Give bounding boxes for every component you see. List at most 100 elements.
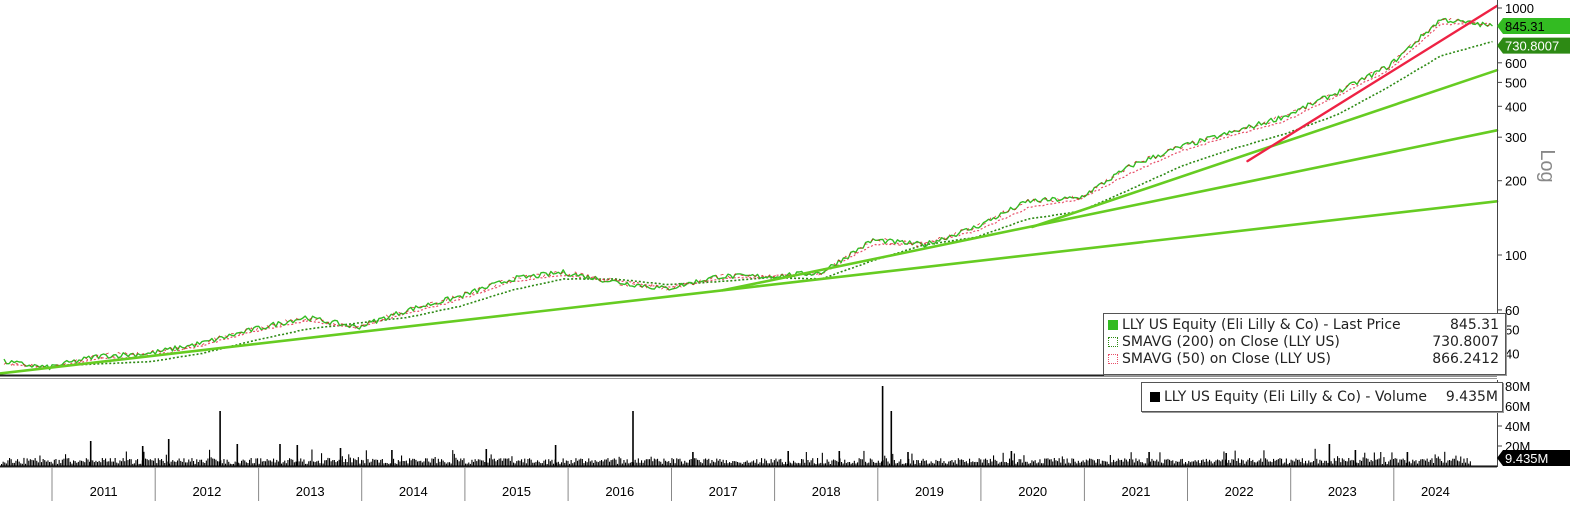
volume-bar <box>641 460 643 466</box>
volume-bar <box>785 461 787 466</box>
volume-bar <box>706 459 708 466</box>
volume-bar <box>1340 462 1342 466</box>
volume-bar <box>751 461 753 466</box>
volume-bar <box>397 460 399 466</box>
dotted-pink-square-icon <box>1108 353 1118 364</box>
volume-bar <box>458 461 460 466</box>
x-tick-label: 2011 <box>90 484 118 499</box>
volume-bar <box>585 461 587 466</box>
volume-bar <box>871 459 873 466</box>
volume-bar <box>353 458 355 466</box>
volume-bar <box>52 463 54 466</box>
volume-bar <box>932 462 934 466</box>
volume-bar <box>1314 448 1316 466</box>
volume-bar <box>250 458 252 466</box>
volume-bar <box>1391 452 1393 466</box>
trendline-3 <box>1031 68 1499 229</box>
volume-bar <box>1341 458 1343 466</box>
volume-bar <box>1452 458 1454 466</box>
volume-spike <box>485 449 488 466</box>
volume-bar <box>292 459 294 466</box>
volume-bar <box>1090 458 1092 466</box>
volume-bar <box>1005 462 1007 466</box>
volume-bar <box>668 461 670 466</box>
volume-bar <box>71 463 73 466</box>
volume-bar <box>1271 462 1273 466</box>
volume-bar <box>685 462 687 466</box>
volume-bar <box>924 460 926 466</box>
volume-bar <box>605 459 607 466</box>
volume-bar <box>45 461 47 466</box>
volume-bar <box>525 463 527 466</box>
volume-bar <box>1322 462 1324 466</box>
volume-bar <box>1330 461 1332 466</box>
volume-bar <box>1311 462 1313 466</box>
volume-bar <box>437 458 439 466</box>
volume-bar <box>69 461 71 466</box>
volume-bar <box>410 460 412 466</box>
volume-bar <box>1284 462 1286 466</box>
volume-bar <box>1159 452 1161 466</box>
volume-bar <box>229 463 231 466</box>
volume-bar <box>812 458 814 466</box>
volume-bar <box>324 460 326 466</box>
volume-bar <box>642 462 644 466</box>
volume-bar <box>817 458 819 466</box>
volume-bar <box>577 460 579 466</box>
volume-bar <box>543 460 545 466</box>
volume-bar <box>745 461 747 466</box>
volume-bar <box>1389 459 1391 466</box>
volume-spike <box>1328 444 1331 466</box>
volume-bar <box>684 460 686 466</box>
legend-label-smavg50: SMAVG (50) on Close (LLY US) <box>1122 350 1331 367</box>
volume-bar <box>588 458 590 466</box>
volume-bar <box>257 458 259 466</box>
volume-bar <box>634 459 636 466</box>
volume-bar <box>231 464 233 466</box>
volume-bar <box>1332 463 1334 466</box>
volume-bar <box>1055 460 1057 466</box>
volume-bar <box>77 461 79 466</box>
y-tick-label: 300 <box>1505 130 1527 145</box>
volume-bar <box>981 462 983 466</box>
volume-bar <box>498 458 500 466</box>
volume-bar <box>412 458 414 466</box>
volume-bar <box>1449 460 1451 466</box>
volume-bar <box>1205 458 1207 466</box>
volume-bar <box>1009 458 1011 466</box>
volume-bar <box>295 461 297 466</box>
volume-bar <box>170 461 172 466</box>
volume-bar <box>791 463 793 466</box>
volume-bar <box>1441 461 1443 466</box>
volume-bar <box>1125 459 1127 466</box>
volume-bar <box>441 459 443 466</box>
volume-bar <box>25 463 27 466</box>
volume-bar <box>951 460 953 466</box>
volume-bar <box>794 462 796 466</box>
volume-bar <box>649 459 651 466</box>
volume-bar <box>449 462 451 466</box>
volume-bar <box>1431 458 1433 466</box>
volume-bar <box>837 462 839 466</box>
volume-bar <box>900 459 902 466</box>
volume-bar <box>1031 460 1033 466</box>
volume-bar <box>985 458 987 466</box>
volume-bar <box>205 460 207 466</box>
volume-bar <box>1143 463 1145 466</box>
volume-bar <box>313 461 315 466</box>
volume-bar <box>1458 461 1460 466</box>
volume-bar <box>164 463 166 466</box>
volume-bar <box>804 462 806 466</box>
volume-bar <box>1429 459 1431 466</box>
volume-bar <box>857 462 859 466</box>
volume-bar <box>1037 462 1039 466</box>
volume-bar <box>1393 459 1395 466</box>
volume-bar <box>1338 458 1340 466</box>
volume-bar <box>916 460 918 466</box>
legend-row-volume: LLY US Equity (Eli Lilly & Co) - Volume … <box>1150 389 1498 406</box>
volume-bar <box>764 458 766 466</box>
volume-bar <box>1097 459 1099 466</box>
volume-bar <box>730 463 732 466</box>
volume-bar <box>293 462 295 466</box>
